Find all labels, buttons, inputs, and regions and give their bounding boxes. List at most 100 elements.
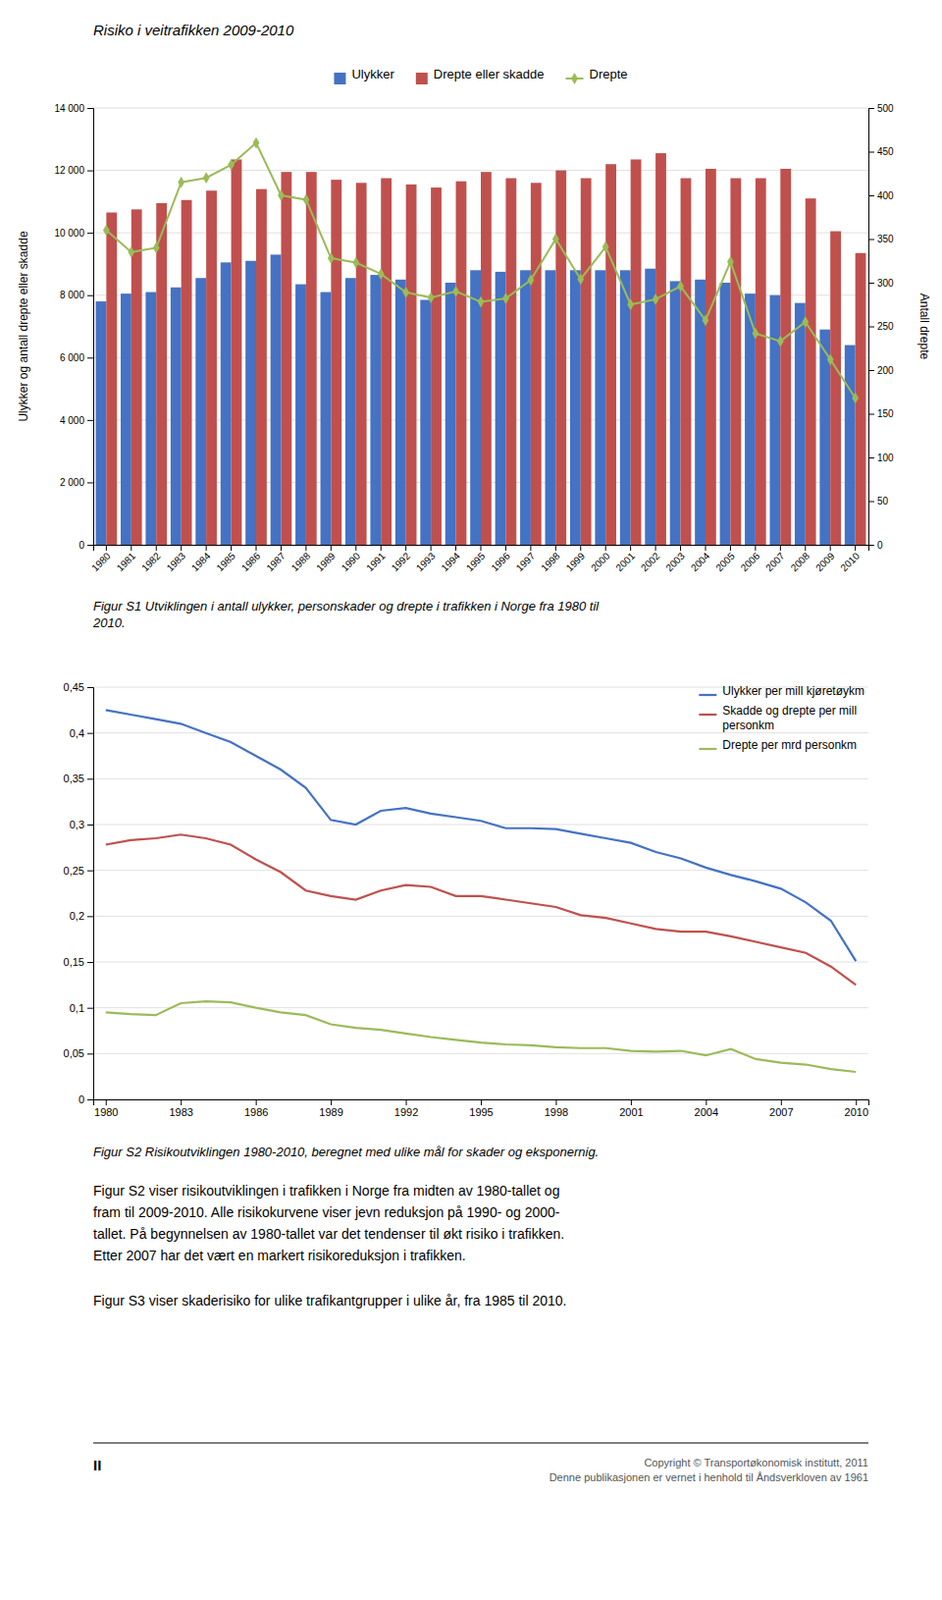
marker <box>452 285 460 298</box>
tick-mark <box>704 544 706 551</box>
tick-mark <box>405 544 407 551</box>
tick: 1983 <box>168 1099 193 1118</box>
tick: 1983 <box>164 544 189 574</box>
bar <box>770 295 782 545</box>
tick-mark <box>230 544 232 551</box>
tick-label: 1998 <box>538 549 563 574</box>
marker <box>702 314 710 326</box>
tick-mark <box>505 544 507 551</box>
tick: 10 000 <box>53 227 94 239</box>
plot-area <box>96 137 867 545</box>
tick-mark <box>868 369 875 371</box>
tick-mark <box>480 544 482 551</box>
marker <box>576 273 584 286</box>
axis-domain <box>87 687 95 1100</box>
tick: 450 <box>868 146 894 157</box>
tick-mark <box>256 1099 258 1105</box>
tick-label: 1989 <box>318 1105 343 1118</box>
bar <box>369 274 381 545</box>
grid-line <box>93 824 869 826</box>
tick-mark <box>868 326 875 328</box>
tick-label: 0 <box>877 539 884 551</box>
legend-item: Ulykker per mill kjøretøykm <box>698 683 865 698</box>
marker <box>652 293 660 306</box>
tick-label: 14 000 <box>53 103 85 114</box>
tick: 1986 <box>239 544 263 574</box>
tick-label: 1988 <box>289 549 314 574</box>
tick-label: 1983 <box>164 549 189 574</box>
tick-label: 0 <box>78 539 85 551</box>
tick-mark <box>655 544 657 551</box>
plot-area <box>105 709 857 1072</box>
tick-mark <box>87 544 94 546</box>
tick-label: 400 <box>877 190 894 202</box>
tick-label: 0,15 <box>63 955 85 968</box>
tick-label: 450 <box>877 146 894 157</box>
tick-label: 1989 <box>314 549 338 574</box>
tick-label: 0,1 <box>69 1001 85 1014</box>
legend-label: Ulykker <box>351 66 395 82</box>
tick-mark <box>87 232 94 234</box>
marker <box>427 291 435 304</box>
tick-mark <box>105 544 107 551</box>
tick: 2005 <box>713 544 737 574</box>
tick: 1984 <box>189 544 213 574</box>
tick-mark <box>87 481 94 483</box>
bar <box>830 231 841 545</box>
marker <box>277 189 285 202</box>
marker <box>526 273 534 286</box>
marker <box>253 137 261 150</box>
tick-label: 0,35 <box>63 772 85 785</box>
tick: 1989 <box>318 1099 343 1118</box>
bar <box>245 261 257 545</box>
bar <box>670 280 681 545</box>
tick-label: 2000 <box>588 549 613 574</box>
tick-label: 12 000 <box>53 164 85 176</box>
tick-label: 2010 <box>844 1105 869 1118</box>
bar <box>430 187 442 545</box>
marker <box>751 327 759 340</box>
tick: 2004 <box>688 544 713 574</box>
bar <box>555 170 567 545</box>
bar <box>181 200 193 545</box>
bar <box>505 178 517 545</box>
tick-mark <box>87 732 94 734</box>
body-text: Figur S2 viser risikoutviklingen i trafi… <box>93 1182 560 1199</box>
tick: 6 000 <box>59 352 94 364</box>
y-axis-title: Ulykker og antall drepte eller skadde <box>16 230 31 421</box>
tick-label: 0,25 <box>63 864 85 877</box>
bar <box>131 209 143 545</box>
tick-label: 1980 <box>89 549 113 574</box>
tick: 0,2 <box>69 909 94 922</box>
bar <box>295 284 307 545</box>
tick-mark <box>455 544 457 551</box>
tick: 1985 <box>213 544 238 574</box>
bar <box>605 163 617 545</box>
tick-mark <box>87 961 94 963</box>
chart: 1980198119821983198419851986198719881989… <box>16 66 932 574</box>
tick-label: 100 <box>877 452 894 464</box>
marker <box>327 252 335 264</box>
bar <box>380 178 392 545</box>
legend-item: Drepte <box>566 66 628 85</box>
tick: 400 <box>868 190 894 202</box>
tick-label: 6 000 <box>59 352 85 364</box>
tick-label: 350 <box>877 233 894 245</box>
marker <box>801 315 809 328</box>
tick-mark <box>330 544 332 551</box>
marker <box>177 176 185 189</box>
tick: 50 <box>868 495 890 507</box>
tick-label: 2 000 <box>59 476 85 488</box>
tick: 14 000 <box>53 103 94 114</box>
tick: 2010 <box>844 1099 869 1118</box>
tick-label: 1982 <box>139 549 163 574</box>
grid-line <box>93 778 869 780</box>
tick-label: 2007 <box>763 549 787 574</box>
legend-swatch <box>698 713 717 716</box>
text-line: Skadde og drepte per mill <box>722 703 857 718</box>
legend-item: Ulykker <box>333 66 395 85</box>
tick-label: 0,45 <box>63 680 85 693</box>
caption: Figur S1 Utviklingen i antall ulykker, p… <box>93 598 600 614</box>
tick: 1992 <box>389 544 414 574</box>
tick: 2007 <box>769 1099 793 1118</box>
